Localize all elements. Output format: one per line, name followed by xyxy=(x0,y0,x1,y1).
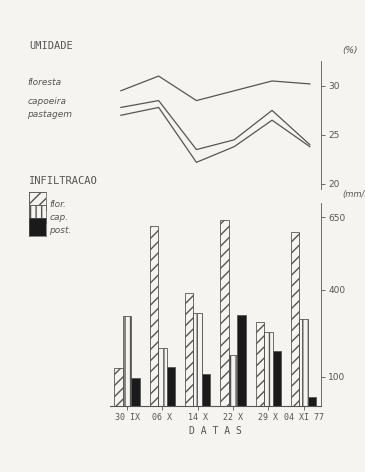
Bar xyxy=(220,220,229,406)
Bar xyxy=(273,351,281,406)
Text: floresta: floresta xyxy=(27,78,61,87)
Bar xyxy=(131,379,140,406)
Bar xyxy=(193,313,202,406)
Text: capoeira: capoeira xyxy=(27,97,66,106)
Text: cap.: cap. xyxy=(49,212,68,222)
Text: post.: post. xyxy=(49,226,72,235)
Bar xyxy=(123,316,131,406)
Bar xyxy=(291,232,299,406)
Text: INFILTRACAO: INFILTRACAO xyxy=(29,177,98,186)
Bar xyxy=(308,397,316,406)
Text: UMIDADE: UMIDADE xyxy=(29,41,73,51)
Bar xyxy=(115,368,123,406)
X-axis label: D A T A S: D A T A S xyxy=(189,426,242,436)
Text: (%): (%) xyxy=(342,46,358,55)
Bar xyxy=(150,226,158,406)
Bar xyxy=(158,348,167,406)
Bar xyxy=(237,314,246,406)
Text: (mm/min): (mm/min) xyxy=(342,190,365,199)
Bar xyxy=(167,367,175,406)
Bar xyxy=(255,322,264,406)
Bar xyxy=(229,355,237,406)
Bar xyxy=(202,374,210,406)
Text: pastagem: pastagem xyxy=(27,110,72,119)
Bar xyxy=(264,332,273,406)
Bar xyxy=(185,293,193,406)
Bar xyxy=(299,319,308,406)
Text: flor.: flor. xyxy=(49,200,66,209)
